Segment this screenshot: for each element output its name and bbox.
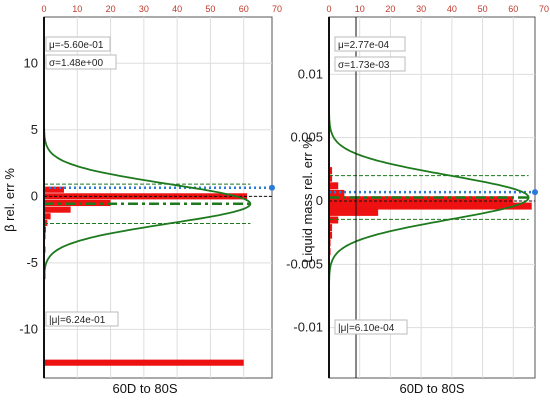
right-bar [329, 208, 379, 216]
left-bar [44, 219, 48, 227]
right-mean-label: μ=2.77e-04 [338, 40, 390, 51]
right-sigma-box [334, 56, 406, 72]
right-bar [329, 167, 333, 175]
left-bar [44, 359, 244, 366]
right-mean-box [334, 36, 406, 52]
right-bar [329, 202, 532, 210]
left-y-axis-label: β rel. err % [2, 168, 17, 232]
right-x-axis-label: 60D to 80S [399, 381, 464, 396]
left-bars [44, 186, 248, 366]
right-bar [329, 224, 333, 232]
right-y-tick-label: -0.01 [293, 320, 323, 335]
left-top-tick-label: 30 [139, 4, 149, 14]
left-top-tick-label: 60 [239, 4, 249, 14]
right-bar [329, 231, 333, 239]
right-y-tick-label: -0.005 [286, 256, 323, 271]
left-top-tick-label: 50 [205, 4, 215, 14]
right-sigma-label: σ=1.73e-03 [338, 60, 390, 71]
left-y-ticks: 10 5 0 -5 -10 [19, 55, 38, 336]
right-y-ticks: 0.01 0.005 0 -0.005 -0.01 [286, 66, 323, 334]
right-bar [329, 174, 333, 182]
left-sigma-box [45, 54, 117, 70]
left-stat-boxes: μ=-5.60e-01 σ=1.48e+00 |μ|=6.24e-01 [45, 36, 119, 327]
right-top-tick-label: 20 [385, 4, 395, 14]
right-stat-boxes: μ=2.77e-04 σ=1.73e-03 |μ|=6.10e-04 [334, 36, 408, 335]
right-bar [329, 182, 339, 190]
left-bar [44, 186, 64, 193]
right-bar [329, 189, 345, 197]
left-mean-label: μ=-5.60e-01 [49, 40, 104, 51]
right-top-tick-label: 40 [447, 4, 457, 14]
left-y-tick-label: -10 [19, 321, 38, 336]
right-marker-dot [532, 189, 538, 196]
left-top-tick-label: 40 [172, 4, 182, 14]
right-top-tick-label: 70 [539, 4, 549, 14]
right-y-tick-label: 0.01 [298, 66, 323, 81]
right-top-tick-label: 0 [326, 4, 331, 14]
left-curve-group [43, 121, 252, 287]
left-bar [44, 213, 51, 220]
right-curve-group [328, 105, 530, 290]
right-bar [329, 216, 339, 224]
left-y-tick-label: 10 [24, 55, 38, 70]
right-top-tick-label: 30 [416, 4, 426, 14]
right-reference-lines [329, 175, 538, 220]
right-abs-mean-box [334, 319, 408, 335]
right-y-tick-label: 0.005 [290, 130, 323, 145]
right-top-tick-label: 10 [355, 4, 365, 14]
left-mean-box [45, 36, 111, 52]
right-top-tick-label: 60 [508, 4, 518, 14]
left-gaussian-curve [43, 121, 252, 287]
right-bar [329, 196, 514, 204]
left-sigma-label: σ=1.48e+00 [49, 58, 103, 69]
left-bar [44, 206, 71, 213]
left-abs-mean-label: |μ|=6.24e-01 [49, 315, 106, 326]
left-abs-mean-box [45, 311, 119, 327]
right-y-tick-label: 0 [316, 193, 323, 208]
right-top-tick-label: 50 [478, 4, 488, 14]
left-marker-dot [269, 184, 275, 191]
left-y-tick-label: -5 [26, 255, 38, 270]
right-y-axis-label: Liquid mass rel. err % [300, 137, 315, 263]
left-top-ticks: 0 10 20 30 40 50 60 70 [41, 4, 282, 14]
left-top-tick-label: 20 [106, 4, 116, 14]
right-abs-mean-label: |μ|=6.10e-04 [338, 323, 395, 334]
left-top-tick-label: 70 [272, 4, 282, 14]
left-y-tick-label: 0 [31, 188, 38, 203]
left-top-tick-label: 0 [41, 4, 46, 14]
left-bar [44, 199, 111, 207]
right-gaussian-curve [328, 105, 530, 290]
left-y-tick-label: 5 [31, 122, 38, 137]
left-x-axis-label: 60D to 80S [112, 381, 177, 396]
right-top-ticks: 0 10 20 30 40 50 60 70 [326, 4, 549, 14]
right-panel: 0.01 0.005 0 -0.005 -0.01 0 10 20 30 40 50 60 70 μ=… [286, 4, 549, 396]
left-top-tick-label: 10 [72, 4, 82, 14]
